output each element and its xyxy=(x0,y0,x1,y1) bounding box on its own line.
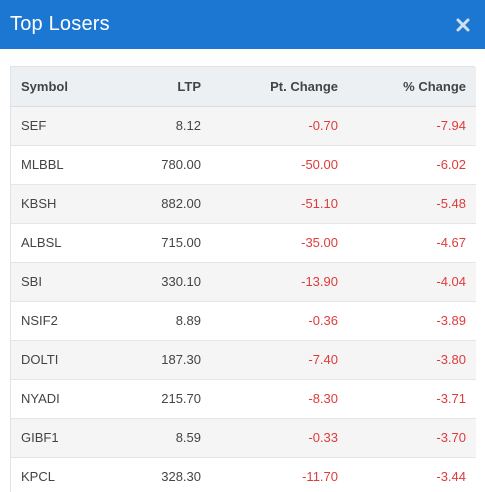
cell-pct-change: -4.04 xyxy=(348,262,476,302)
losers-table: Symbol LTP Pt. Change % Change SEF 8.12 … xyxy=(11,67,476,492)
dialog-header: Top Losers xyxy=(0,0,485,49)
table-header-row: Symbol LTP Pt. Change % Change xyxy=(11,67,476,107)
column-header-pct-change[interactable]: % Change xyxy=(348,67,476,107)
table-row[interactable]: KBSH 882.00 -51.10 -5.48 xyxy=(11,184,476,224)
cell-pct-change: -3.80 xyxy=(348,340,476,380)
cell-ltp: 780.00 xyxy=(121,145,211,185)
table-row[interactable]: ALBSL 715.00 -35.00 -4.67 xyxy=(11,223,476,263)
column-header-ltp[interactable]: LTP xyxy=(121,67,211,107)
cell-symbol[interactable]: KBSH xyxy=(11,184,121,224)
cell-pt-change: -7.40 xyxy=(211,340,348,380)
table-body: SEF 8.12 -0.70 -7.94 MLBBL 780.00 -50.00… xyxy=(11,106,476,492)
cell-ltp: 330.10 xyxy=(121,262,211,302)
cell-pt-change: -35.00 xyxy=(211,223,348,263)
cell-symbol[interactable]: DOLTI xyxy=(11,340,121,380)
cell-pt-change: -0.70 xyxy=(211,106,348,146)
cell-ltp: 8.59 xyxy=(121,418,211,458)
cell-symbol[interactable]: NYADI xyxy=(11,379,121,419)
cell-pt-change: -0.33 xyxy=(211,418,348,458)
cell-pct-change: -3.70 xyxy=(348,418,476,458)
losers-table-container: Symbol LTP Pt. Change % Change SEF 8.12 … xyxy=(10,66,476,492)
table-row[interactable]: NSIF2 8.89 -0.36 -3.89 xyxy=(11,301,476,341)
cell-ltp: 215.70 xyxy=(121,379,211,419)
cell-pt-change: -11.70 xyxy=(211,457,348,492)
column-header-pt-change[interactable]: Pt. Change xyxy=(211,67,348,107)
table-row[interactable]: SBI 330.10 -13.90 -4.04 xyxy=(11,262,476,302)
cell-pct-change: -5.48 xyxy=(348,184,476,224)
close-icon xyxy=(456,18,470,31)
cell-pt-change: -8.30 xyxy=(211,379,348,419)
cell-pt-change: -0.36 xyxy=(211,301,348,341)
cell-pct-change: -6.02 xyxy=(348,145,476,185)
cell-pt-change: -50.00 xyxy=(211,145,348,185)
dialog-title: Top Losers xyxy=(10,13,110,35)
table-row[interactable]: SEF 8.12 -0.70 -7.94 xyxy=(11,106,476,146)
cell-ltp: 328.30 xyxy=(121,457,211,492)
cell-symbol[interactable]: NSIF2 xyxy=(11,301,121,341)
table-row[interactable]: DOLTI 187.30 -7.40 -3.80 xyxy=(11,340,476,380)
cell-symbol[interactable]: SEF xyxy=(11,106,121,146)
table-row[interactable]: MLBBL 780.00 -50.00 -6.02 xyxy=(11,145,476,185)
cell-pt-change: -51.10 xyxy=(211,184,348,224)
cell-ltp: 8.12 xyxy=(121,106,211,146)
cell-symbol[interactable]: KPCL xyxy=(11,457,121,492)
cell-ltp: 882.00 xyxy=(121,184,211,224)
cell-pt-change: -13.90 xyxy=(211,262,348,302)
cell-ltp: 187.30 xyxy=(121,340,211,380)
column-header-symbol[interactable]: Symbol xyxy=(11,67,121,107)
cell-pct-change: -4.67 xyxy=(348,223,476,263)
table-row[interactable]: GIBF1 8.59 -0.33 -3.70 xyxy=(11,418,476,458)
cell-pct-change: -3.44 xyxy=(348,457,476,492)
cell-pct-change: -7.94 xyxy=(348,106,476,146)
cell-ltp: 715.00 xyxy=(121,223,211,263)
cell-symbol[interactable]: SBI xyxy=(11,262,121,302)
cell-symbol[interactable]: GIBF1 xyxy=(11,418,121,458)
cell-symbol[interactable]: ALBSL xyxy=(11,223,121,263)
cell-ltp: 8.89 xyxy=(121,301,211,341)
table-row[interactable]: NYADI 215.70 -8.30 -3.71 xyxy=(11,379,476,419)
close-button[interactable] xyxy=(453,15,473,35)
cell-pct-change: -3.71 xyxy=(348,379,476,419)
cell-pct-change: -3.89 xyxy=(348,301,476,341)
cell-symbol[interactable]: MLBBL xyxy=(11,145,121,185)
table-row[interactable]: KPCL 328.30 -11.70 -3.44 xyxy=(11,457,476,492)
